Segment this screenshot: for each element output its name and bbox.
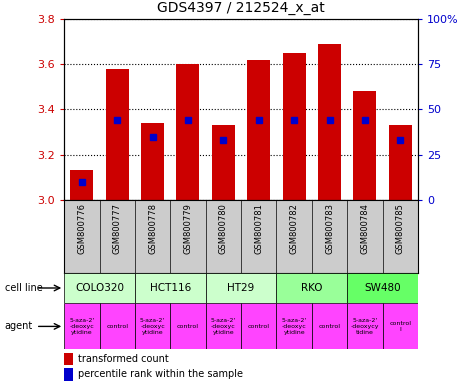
Text: cell line: cell line xyxy=(5,283,42,293)
Bar xyxy=(241,303,276,349)
Bar xyxy=(99,303,135,349)
Bar xyxy=(170,303,206,349)
Bar xyxy=(276,303,312,349)
Text: 5-aza-2'
-deoxyc
ytidine: 5-aza-2' -deoxyc ytidine xyxy=(282,318,307,335)
Bar xyxy=(64,303,100,349)
Text: control: control xyxy=(177,324,199,329)
Bar xyxy=(347,273,418,303)
Bar xyxy=(318,44,341,200)
Text: RKO: RKO xyxy=(301,283,323,293)
Text: control: control xyxy=(248,324,270,329)
Bar xyxy=(64,353,73,365)
Text: control: control xyxy=(106,324,128,329)
Bar xyxy=(389,125,412,200)
Text: agent: agent xyxy=(5,321,33,331)
Bar xyxy=(283,53,305,200)
Text: percentile rank within the sample: percentile rank within the sample xyxy=(78,369,243,379)
Text: GSM800782: GSM800782 xyxy=(290,204,299,254)
Text: 5-aza-2'
-deoxyc
ytidine: 5-aza-2' -deoxyc ytidine xyxy=(140,318,165,335)
Bar xyxy=(70,170,93,200)
Text: SW480: SW480 xyxy=(364,283,401,293)
Text: HT29: HT29 xyxy=(228,283,255,293)
Text: GSM800780: GSM800780 xyxy=(219,204,228,254)
Bar xyxy=(312,303,347,349)
Text: 5-aza-2'
-deoxycy
tidine: 5-aza-2' -deoxycy tidine xyxy=(351,318,379,335)
Text: transformed count: transformed count xyxy=(78,354,169,364)
Bar xyxy=(353,91,376,200)
Bar xyxy=(347,303,383,349)
Title: GDS4397 / 212524_x_at: GDS4397 / 212524_x_at xyxy=(157,2,325,15)
Bar xyxy=(177,65,199,200)
Text: GSM800776: GSM800776 xyxy=(77,204,86,254)
Text: GSM800785: GSM800785 xyxy=(396,204,405,254)
Bar xyxy=(276,273,347,303)
Text: 5-aza-2'
-deoxyc
ytidine: 5-aza-2' -deoxyc ytidine xyxy=(211,318,236,335)
Bar xyxy=(206,303,241,349)
Bar xyxy=(64,273,135,303)
Bar xyxy=(206,273,276,303)
Bar xyxy=(135,273,206,303)
Text: 5-aza-2'
-deoxyc
ytidine: 5-aza-2' -deoxyc ytidine xyxy=(69,318,95,335)
Text: GSM800781: GSM800781 xyxy=(254,204,263,254)
Text: GSM800779: GSM800779 xyxy=(183,204,192,254)
Text: GSM800784: GSM800784 xyxy=(361,204,370,254)
Text: GSM800778: GSM800778 xyxy=(148,204,157,254)
Bar xyxy=(135,303,171,349)
Text: GSM800777: GSM800777 xyxy=(113,204,122,254)
Bar xyxy=(64,369,73,381)
Bar xyxy=(383,303,418,349)
Text: HCT116: HCT116 xyxy=(150,283,191,293)
Bar xyxy=(141,123,164,200)
Bar xyxy=(106,69,129,200)
Text: control
l: control l xyxy=(390,321,411,332)
Bar xyxy=(247,60,270,200)
Text: COLO320: COLO320 xyxy=(75,283,124,293)
Text: control: control xyxy=(319,324,341,329)
Text: GSM800783: GSM800783 xyxy=(325,204,334,254)
Bar xyxy=(212,125,235,200)
